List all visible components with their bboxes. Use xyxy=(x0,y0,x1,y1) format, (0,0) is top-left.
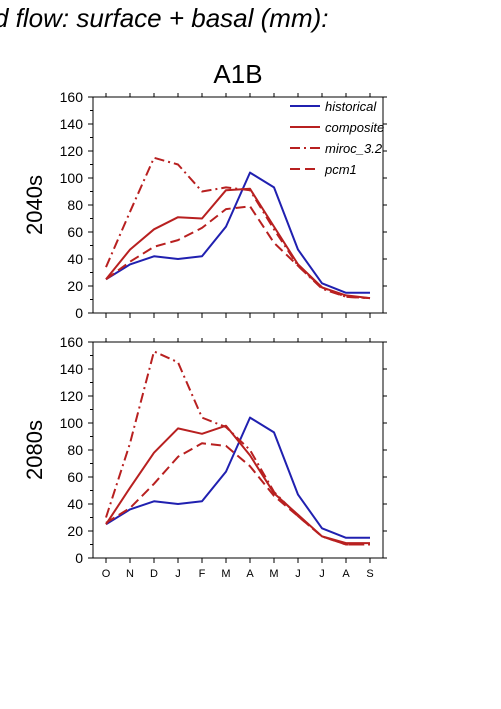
panel-label: 2040s xyxy=(22,175,47,235)
y-tick-label: 140 xyxy=(60,361,84,377)
series-line-historical xyxy=(105,171,370,294)
y-tick-label: 0 xyxy=(75,305,83,321)
y-tick-label: 0 xyxy=(75,550,83,566)
chart-panels: 0 20 40 60 80 100 120 140 160 2040s historical comp… xyxy=(22,89,387,580)
series-line-historical xyxy=(105,416,370,539)
y-tick-label: 40 xyxy=(67,496,83,512)
x-tick-label: J xyxy=(175,568,181,580)
x-tick-label: A xyxy=(342,568,350,580)
panel-label: 2080s xyxy=(22,420,47,480)
y-tick-label: 160 xyxy=(60,334,84,350)
y-tick-label: 100 xyxy=(60,170,84,186)
figure-title: d flow: surface + basal (mm): xyxy=(0,3,329,33)
x-tick-label: M xyxy=(221,568,230,580)
x-tick-label: F xyxy=(199,568,206,580)
y-tick-label: 60 xyxy=(67,469,83,485)
panel-2080s: 0 20 40 60 80 100 120 140 160 O N D J F M A M J J A S 2080s xyxy=(22,334,387,580)
y-tick-label: 80 xyxy=(67,442,83,458)
panel-2040s: 0 20 40 60 80 100 120 140 160 2040s historical comp… xyxy=(22,89,387,321)
x-tick-label: M xyxy=(269,568,278,580)
legend: historical composite miroc_3.2 pcm1 xyxy=(290,99,384,177)
legend-label-composite: composite xyxy=(325,120,384,135)
scenario-title: A1B xyxy=(213,59,262,89)
y-tick-label: 80 xyxy=(67,197,83,213)
x-tick-label: J xyxy=(319,568,325,580)
y-tick-label: 20 xyxy=(67,523,83,539)
y-tick-label: 60 xyxy=(67,224,83,240)
x-tick-label: A xyxy=(246,568,254,580)
legend-label-pcm1: pcm1 xyxy=(324,162,357,177)
x-tick-label: O xyxy=(102,568,111,580)
series-line-miroc_3.2 xyxy=(105,156,371,300)
series-line-composite xyxy=(105,187,371,300)
legend-label-miroc_3.2: miroc_3.2 xyxy=(325,141,383,156)
y-tick-label: 120 xyxy=(60,143,84,159)
y-tick-label: 140 xyxy=(60,116,84,132)
x-tick-label: N xyxy=(126,568,134,580)
series-line-pcm1 xyxy=(105,205,371,300)
x-tick-label: J xyxy=(295,568,301,580)
series-line-miroc_3.2 xyxy=(105,350,370,546)
x-tick-label: D xyxy=(150,568,158,580)
legend-label-historical: historical xyxy=(325,99,377,114)
x-tick-label: S xyxy=(366,568,373,580)
y-tick-label: 40 xyxy=(67,251,83,267)
y-tick-label: 100 xyxy=(60,415,84,431)
series-line-pcm1 xyxy=(105,442,370,546)
y-tick-label: 20 xyxy=(67,278,83,294)
y-tick-label: 160 xyxy=(60,89,84,105)
plot-frame xyxy=(92,341,384,559)
y-tick-label: 120 xyxy=(60,388,84,404)
